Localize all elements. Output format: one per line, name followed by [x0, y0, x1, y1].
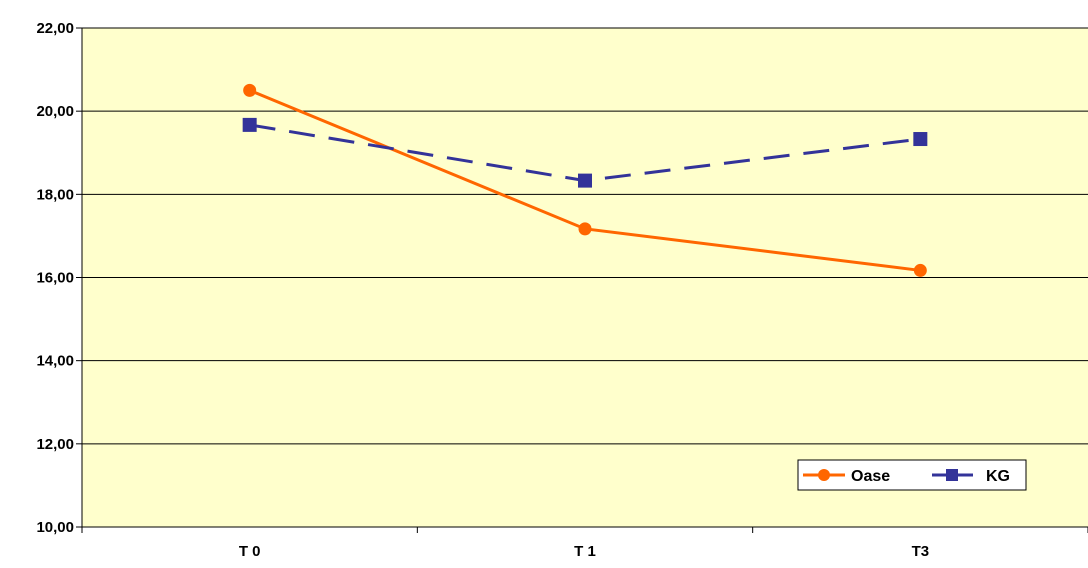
- data-point-oase: [913, 263, 927, 277]
- legend-oase-marker: [818, 469, 830, 481]
- y-tick-label: 20,00: [36, 103, 74, 120]
- y-tick-label: 22,00: [36, 20, 74, 37]
- y-axis: 10,00 12,00 14,00 16,00 18,00 20,00 22,00: [36, 20, 83, 536]
- y-tick-label: 14,00: [36, 353, 74, 370]
- legend-oase-label: Oase: [851, 468, 890, 485]
- y-tick-label: 16,00: [36, 270, 74, 287]
- x-axis: T 0 T 1 T3: [81, 526, 1088, 560]
- data-point-kg: [578, 173, 592, 188]
- y-tick-label: 12,00: [36, 436, 74, 453]
- data-point-kg: [913, 132, 928, 147]
- x-tick-label: T 0: [239, 543, 261, 560]
- legend: Oase KG: [797, 459, 1027, 491]
- y-tick-label: 18,00: [36, 186, 74, 203]
- data-point-oase: [578, 222, 592, 236]
- y-tick-label: 10,00: [36, 519, 74, 536]
- gridlines: [82, 27, 1088, 445]
- data-point-kg: [242, 117, 257, 132]
- legend-kg-marker: [946, 469, 958, 481]
- x-tick-label: T3: [912, 543, 930, 560]
- x-tick-label: T 1: [574, 543, 596, 560]
- data-point-oase: [243, 83, 257, 97]
- legend-kg-label: KG: [986, 468, 1010, 485]
- series-layer: [242, 83, 928, 277]
